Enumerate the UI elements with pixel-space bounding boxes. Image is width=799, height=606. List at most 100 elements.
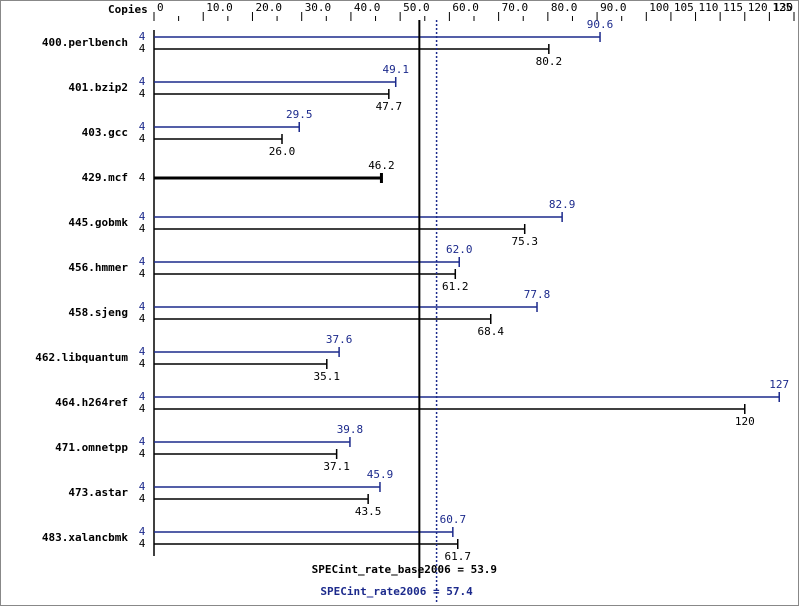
value-label: 49.1 [382, 63, 409, 76]
copies-label: 4 [139, 345, 146, 358]
copies-label: 4 [139, 300, 146, 313]
x-tick-label: 80.0 [551, 1, 578, 14]
value-label: 35.1 [314, 370, 341, 383]
bar [154, 437, 351, 447]
copies-label: 4 [139, 357, 146, 370]
bar [154, 539, 459, 549]
value-label: 82.9 [549, 198, 576, 211]
category-label: 456.hmmer [68, 261, 128, 274]
value-label: 62.0 [446, 243, 473, 256]
x-tick-label: 30.0 [305, 1, 332, 14]
bar [154, 257, 460, 267]
bar [154, 32, 601, 42]
x-tick-label: 110 [699, 1, 719, 14]
copies-label: 4 [139, 390, 146, 403]
copies-label: 4 [139, 435, 146, 448]
x-tick-label: 130 [773, 1, 793, 14]
copies-label: 4 [139, 30, 146, 43]
value-label: 90.6 [587, 18, 614, 31]
x-tick-label: 20.0 [255, 1, 282, 14]
bar [154, 482, 381, 492]
value-label: 39.8 [337, 423, 364, 436]
x-tick-label: 90.0 [600, 1, 627, 14]
bar [154, 89, 390, 99]
value-label: 29.5 [286, 108, 313, 121]
bar [154, 77, 397, 87]
category-label: 403.gcc [82, 126, 128, 139]
x-tick-label: 60.0 [452, 1, 479, 14]
copies-label: 4 [139, 87, 146, 100]
copies-label: 4 [139, 492, 146, 505]
copies-label: 4 [139, 171, 146, 184]
copies-label: 4 [139, 222, 146, 235]
reference-label: SPECint_rate_base2006 = 53.9 [312, 563, 497, 576]
value-label: 26.0 [269, 145, 296, 158]
bar [154, 494, 369, 504]
bar [154, 44, 550, 54]
value-label: 47.7 [376, 100, 403, 113]
copies-label: 4 [139, 525, 146, 538]
axis-label: Copies [108, 3, 148, 16]
category-label: 401.bzip2 [68, 81, 128, 94]
value-label: 61.7 [445, 550, 472, 563]
copies-label: 4 [139, 402, 146, 415]
bar [154, 359, 328, 369]
copies-label: 4 [139, 447, 146, 460]
value-label: 37.6 [326, 333, 353, 346]
x-tick-label: 70.0 [502, 1, 528, 14]
copies-label: 4 [139, 255, 146, 268]
copies-label: 4 [139, 132, 146, 145]
bar [154, 527, 454, 537]
x-tick-label: 120 [748, 1, 768, 14]
category-label: 445.gobmk [68, 216, 128, 229]
value-label: 80.2 [536, 55, 563, 68]
x-tick-label: 40.0 [354, 1, 381, 14]
value-label: 60.7 [440, 513, 467, 526]
x-tick-label: 0 [157, 1, 164, 14]
x-tick-label: 115 [723, 1, 743, 14]
bar [154, 173, 383, 183]
category-label: 483.xalancbmk [42, 531, 128, 544]
category-label: 473.astar [68, 486, 128, 499]
copies-label: 4 [139, 42, 146, 55]
copies-label: 4 [139, 312, 146, 325]
value-label: 68.4 [477, 325, 504, 338]
bar [154, 134, 283, 144]
copies-label: 4 [139, 210, 146, 223]
copies-label: 4 [139, 480, 146, 493]
bar [154, 302, 538, 312]
value-label: 127 [769, 378, 789, 391]
bar [154, 224, 526, 234]
bar [154, 392, 780, 402]
value-label: 120 [735, 415, 755, 428]
copies-label: 4 [139, 120, 146, 133]
x-tick-label: 50.0 [403, 1, 430, 14]
x-tick-label: 100 [649, 1, 669, 14]
x-tick-label: 125 [772, 1, 792, 14]
reference-label: SPECint_rate2006 = 57.4 [320, 585, 473, 598]
bar [154, 449, 338, 459]
copies-label: 4 [139, 267, 146, 280]
x-tick-label: 105 [674, 1, 694, 14]
value-label: 75.3 [511, 235, 538, 248]
value-label: 37.1 [323, 460, 350, 473]
bar [154, 347, 340, 357]
value-label: 61.2 [442, 280, 469, 293]
value-label: 43.5 [355, 505, 382, 518]
x-tick-label: 10.0 [206, 1, 233, 14]
category-label: 462.libquantum [35, 351, 128, 364]
bar [154, 212, 563, 222]
value-label: 77.8 [524, 288, 551, 301]
value-label: 46.2 [368, 159, 395, 172]
category-label: 458.sjeng [68, 306, 128, 319]
copies-label: 4 [139, 75, 146, 88]
category-label: 400.perlbench [42, 36, 128, 49]
category-label: 471.omnetpp [55, 441, 128, 454]
copies-label: 4 [139, 537, 146, 550]
bar [154, 269, 457, 279]
value-label: 45.9 [367, 468, 394, 481]
category-label: 429.mcf [82, 171, 128, 184]
